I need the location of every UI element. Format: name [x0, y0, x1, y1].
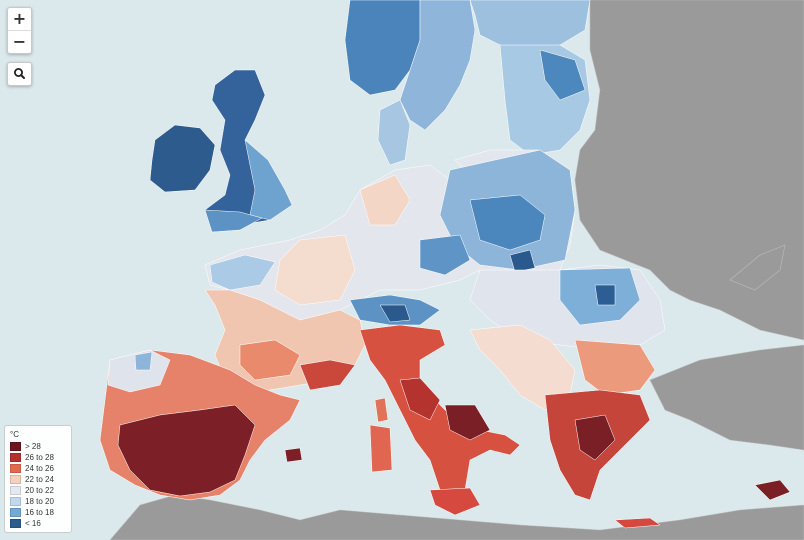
legend-item: 16 to 18	[10, 507, 67, 518]
non-eu-land	[109, 0, 804, 540]
legend-swatch	[10, 453, 21, 462]
region-france	[204, 289, 389, 423]
legend-label: 20 to 22	[25, 486, 54, 495]
legend-swatch	[10, 464, 21, 473]
legend-label: 22 to 24	[25, 475, 54, 484]
zoom-out-button[interactable]: −	[8, 30, 31, 53]
legend-swatch	[10, 486, 21, 495]
search-icon	[14, 68, 25, 79]
legend-label: 24 to 26	[25, 464, 54, 473]
legend-swatch	[10, 475, 21, 484]
region-eastern-europe	[469, 264, 791, 529]
legend-item: 24 to 26	[10, 463, 67, 474]
legend-label: > 28	[25, 442, 41, 451]
legend-item: 18 to 20	[10, 496, 67, 507]
legend-label: < 16	[25, 519, 41, 528]
map-legend: °C > 28 26 to 28 24 to 26 22 to 24 20 to 22 1…	[4, 425, 72, 533]
region-central-europe	[204, 149, 576, 326]
region-iberia	[99, 349, 303, 501]
zoom-in-button[interactable]: +	[12, 9, 27, 28]
legend-swatch	[10, 508, 21, 517]
legend-item: 22 to 24	[10, 474, 67, 485]
legend-item: 20 to 22	[10, 485, 67, 496]
legend-title: °C	[10, 430, 19, 439]
legend-label: 18 to 20	[25, 497, 54, 506]
legend-label: 26 to 28	[25, 453, 54, 462]
legend-item: > 28	[10, 441, 67, 452]
search-button[interactable]	[7, 62, 32, 86]
legend-swatch	[10, 519, 21, 528]
region-british-isles	[149, 69, 293, 233]
legend-label: 16 to 18	[25, 508, 54, 517]
region-scandinavia	[344, 0, 591, 166]
legend-swatch	[10, 442, 21, 451]
zoom-control: + −	[7, 7, 32, 54]
legend-swatch	[10, 497, 21, 506]
legend-item: 26 to 28	[10, 452, 67, 463]
legend-item: < 16	[10, 518, 67, 529]
legend-items: > 28 26 to 28 24 to 26 22 to 24 20 to 22 18 t…	[10, 441, 67, 529]
region-italy	[359, 324, 521, 516]
